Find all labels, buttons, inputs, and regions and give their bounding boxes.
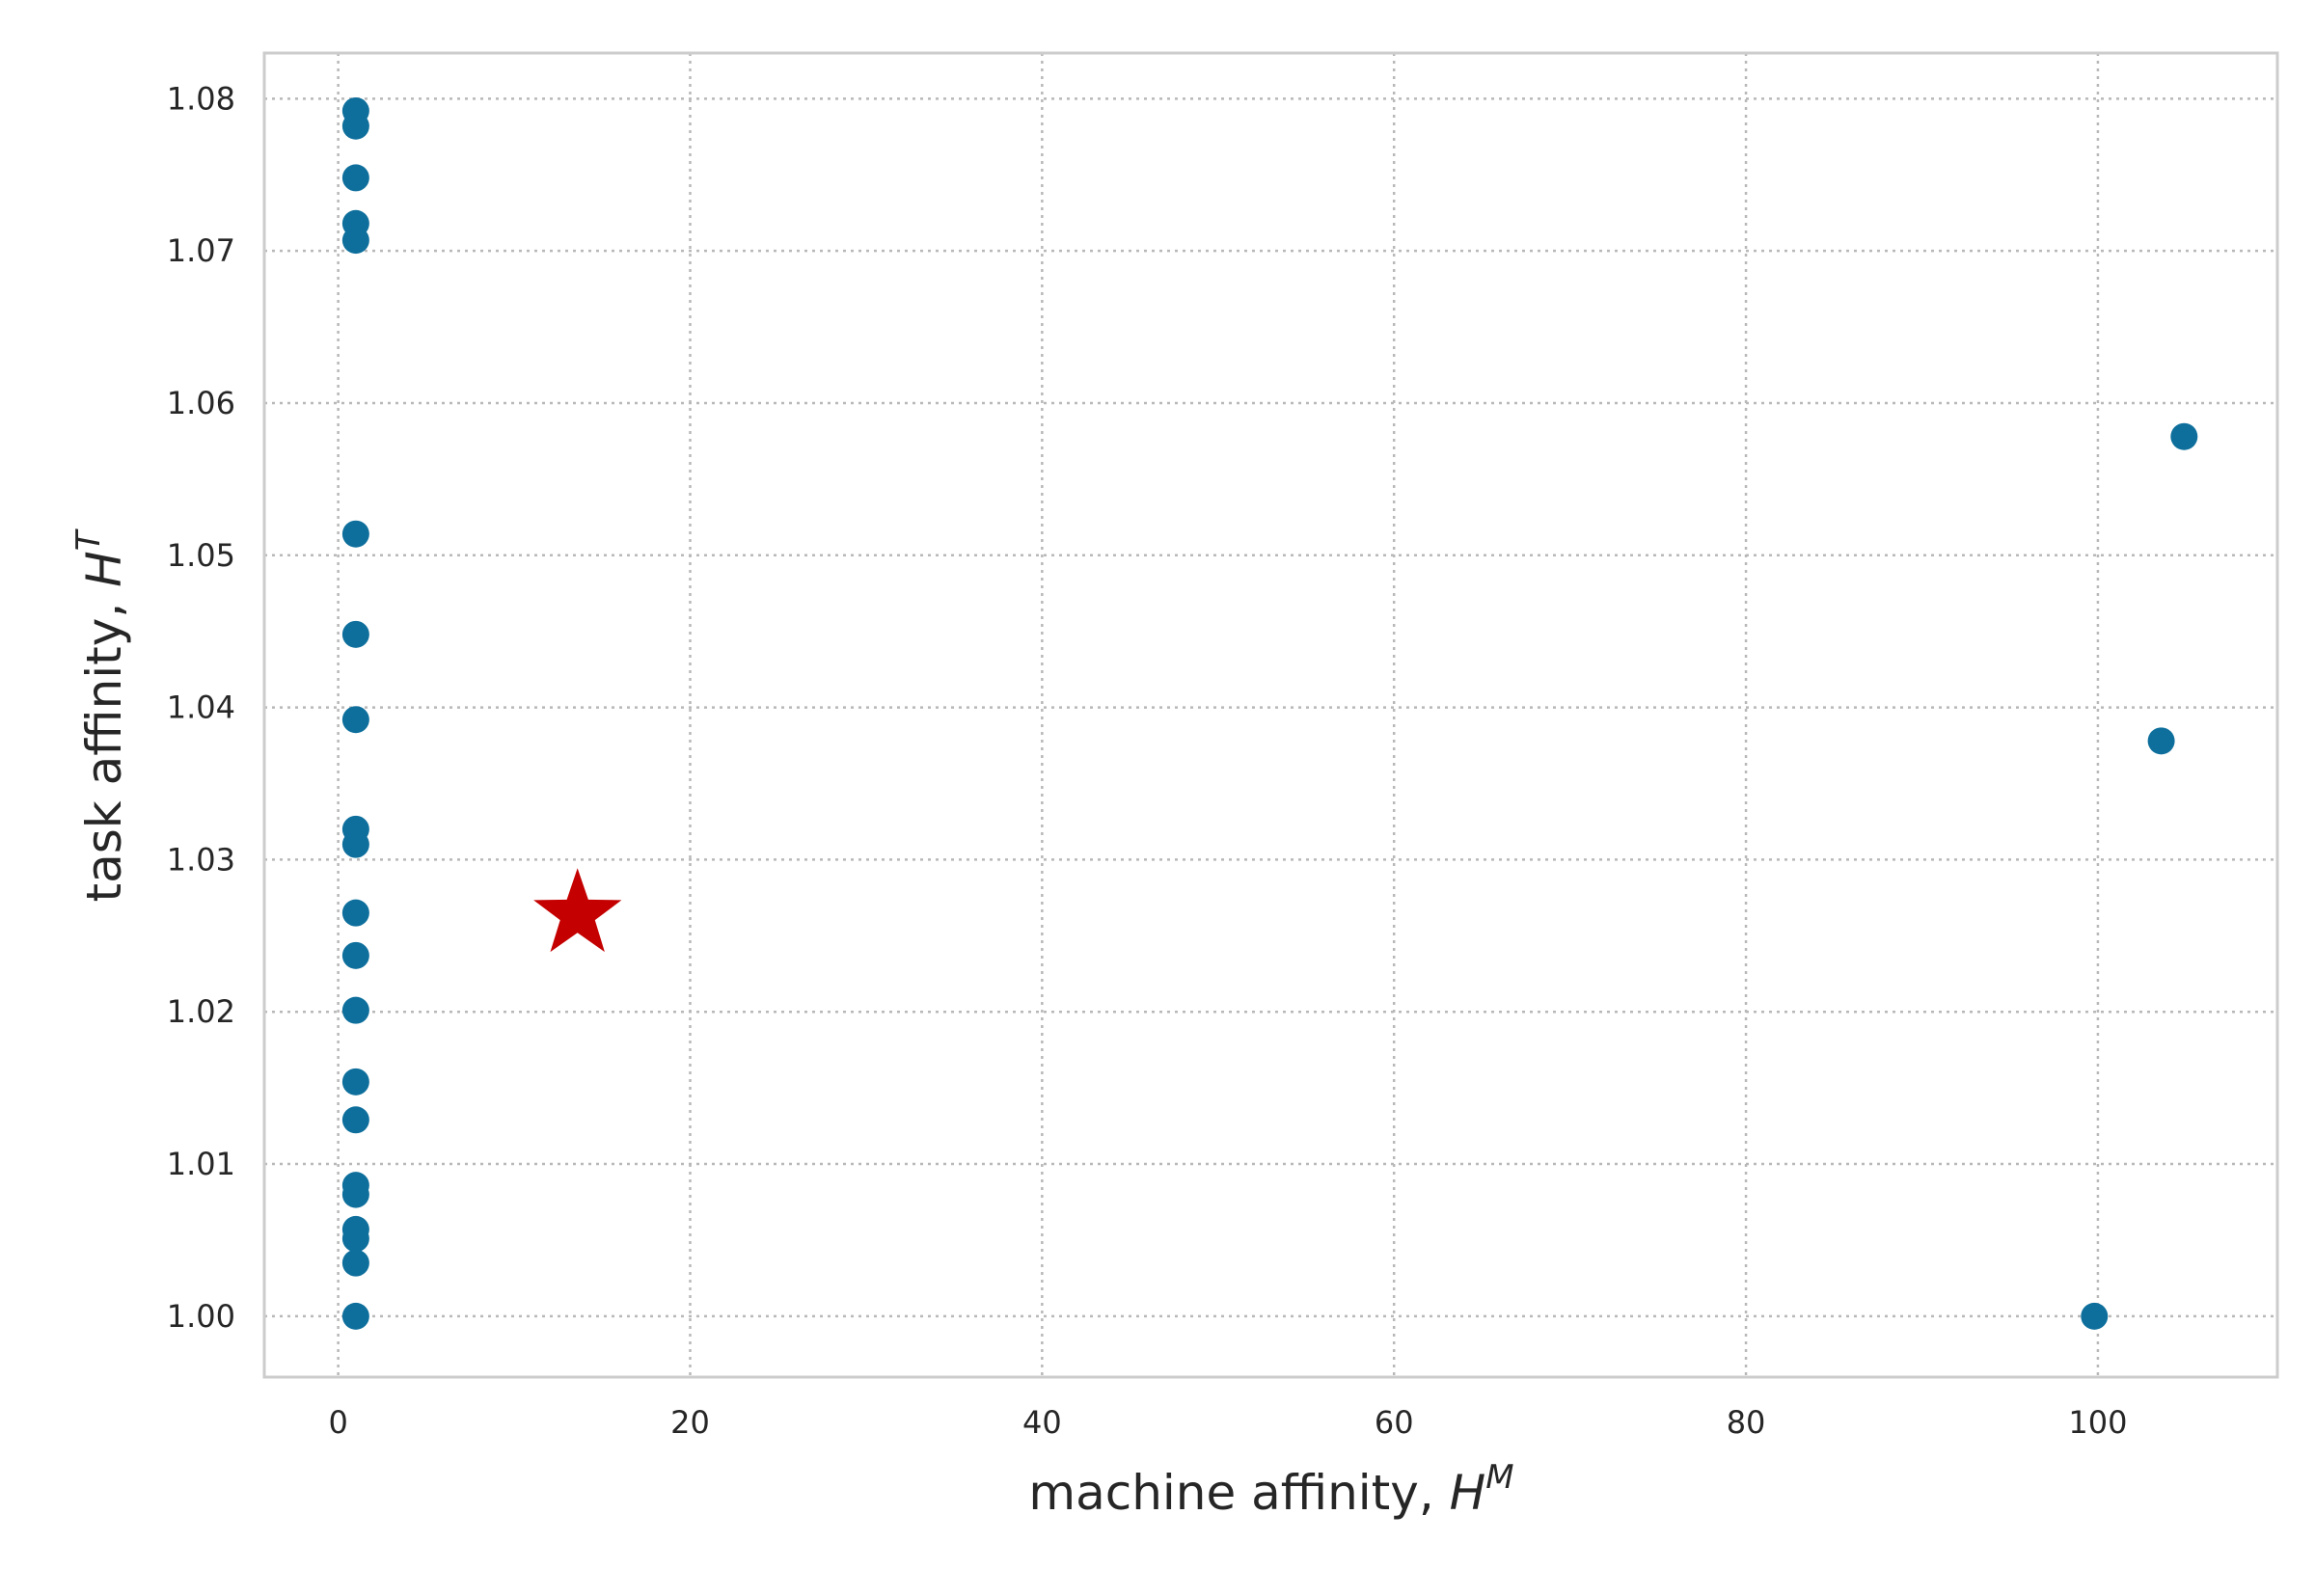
plot-frame	[262, 51, 2279, 1379]
data-point	[341, 1068, 369, 1096]
grid-lines	[264, 53, 2277, 1377]
data-point	[341, 1249, 369, 1277]
data-point	[341, 227, 369, 255]
data-point	[341, 996, 369, 1024]
data-point	[341, 899, 369, 927]
x-tick-label: 40	[1022, 1404, 1062, 1441]
x-axis-title: machine affinity, HM	[1028, 1458, 1513, 1521]
y-tick-label: 1.06	[167, 385, 235, 421]
data-point	[2170, 422, 2198, 450]
x-axis-title-text: machine affinity,	[1028, 1465, 1449, 1521]
data-point	[341, 706, 369, 734]
x-axis-title-superscript: M	[1485, 1458, 1513, 1497]
y-axis-title-symbol: H	[76, 551, 132, 587]
data-point	[341, 941, 369, 969]
y-tick-label: 1.02	[167, 993, 235, 1030]
data-point	[341, 830, 369, 858]
y-tick-label: 1.03	[167, 841, 235, 878]
y-tick-label: 1.08	[167, 80, 235, 117]
data-point	[341, 112, 369, 140]
x-axis-title-symbol: H	[1450, 1465, 1486, 1521]
x-tick-label: 100	[2068, 1404, 2127, 1441]
y-tick-label: 1.01	[167, 1146, 235, 1182]
y-tick-label: 1.00	[167, 1298, 235, 1335]
star-marker	[533, 868, 622, 953]
y-axis-title: task affinity, HT	[69, 528, 132, 902]
data-point	[2147, 727, 2175, 755]
y-tick-label: 1.07	[167, 232, 235, 269]
y-axis-title-superscript: T	[69, 528, 108, 551]
data-point	[341, 620, 369, 648]
data-point	[341, 1106, 369, 1134]
data-point	[341, 1225, 369, 1253]
x-tick-label: 20	[670, 1404, 710, 1441]
x-tick-label: 60	[1375, 1404, 1414, 1441]
y-tick-label: 1.04	[167, 690, 235, 726]
data-points	[341, 96, 2198, 1330]
data-point	[2081, 1302, 2109, 1330]
y-tick-label: 1.05	[167, 537, 235, 574]
data-point	[341, 520, 369, 548]
data-point	[341, 1302, 369, 1330]
y-axis-title-text: task affinity,	[76, 587, 132, 903]
data-point	[341, 164, 369, 192]
data-point	[341, 1180, 369, 1208]
tick-labels: 0 20 40 60 80 100 1.00 1.01 1.02 1.03 1.04 1.05 1.06…	[167, 80, 2128, 1441]
x-tick-label: 0	[328, 1404, 347, 1441]
x-tick-label: 80	[1727, 1404, 1766, 1441]
